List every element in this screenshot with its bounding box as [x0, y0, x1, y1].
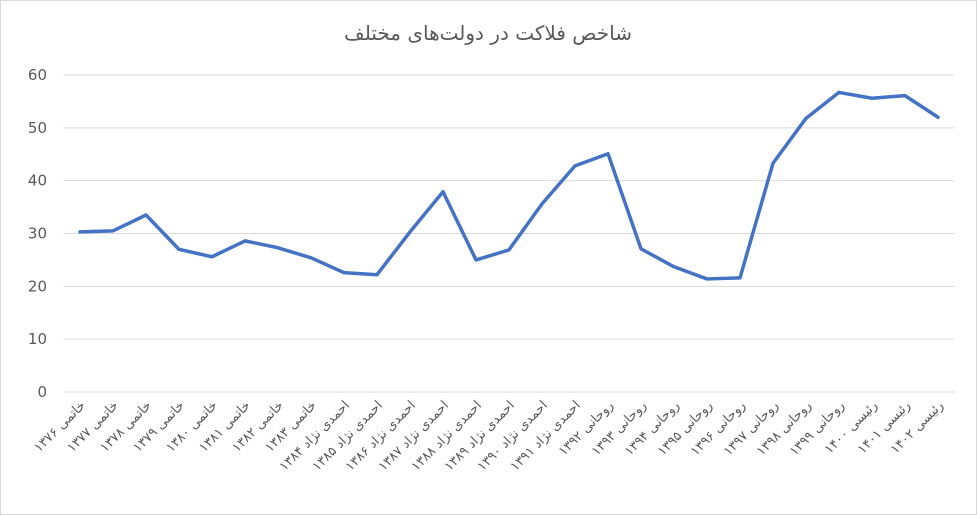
y-tick-label: 60 [28, 66, 47, 84]
y-tick-label: 50 [28, 119, 47, 137]
y-tick-label: 30 [28, 225, 47, 243]
y-tick-label: 0 [37, 383, 47, 401]
y-tick-label: 40 [28, 172, 47, 190]
y-tick-label: 20 [28, 277, 47, 295]
y-tick-label: 10 [28, 330, 47, 348]
chart-title: شاخص فلاکت در دولت‌های مختلف [344, 21, 632, 45]
data-line [78, 90, 940, 281]
